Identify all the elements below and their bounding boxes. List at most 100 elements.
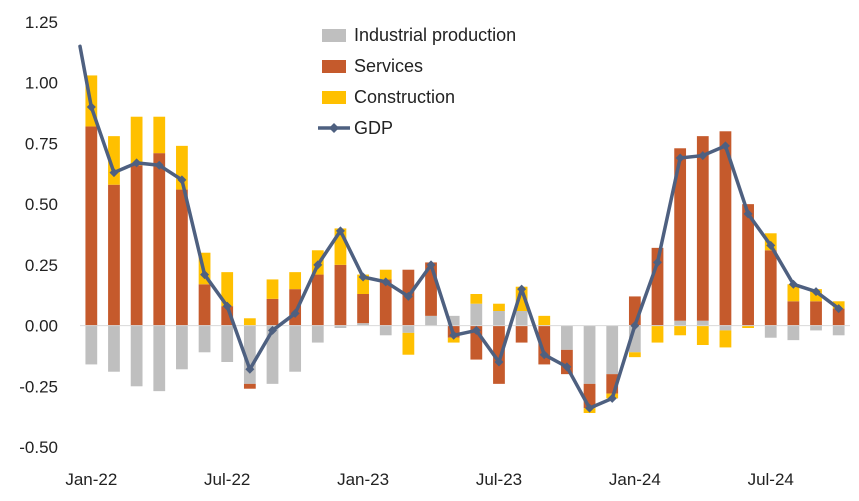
y-tick-label: 1.00: [25, 74, 58, 93]
bar-services: [742, 204, 754, 326]
x-tick-label: Jan-24: [609, 470, 661, 489]
gdp-marker: [449, 330, 459, 340]
bar-services: [243, 383, 256, 389]
gdp-marker: [86, 102, 96, 112]
gdp-marker: [154, 160, 164, 170]
gdp-marker: [539, 350, 549, 360]
bar-services: [628, 296, 641, 326]
gdp-marker: [766, 240, 776, 250]
bar-services: [311, 274, 324, 326]
bar-industrial-production: [130, 325, 143, 387]
bar-services: [606, 374, 619, 394]
gdp-marker: [811, 287, 821, 297]
bar-services: [651, 247, 664, 326]
bar-services: [425, 262, 437, 316]
legend-label: Services: [354, 56, 423, 76]
bar-services: [289, 289, 302, 326]
gdp-line-group: [78, 44, 844, 413]
bar-industrial-production: [221, 325, 234, 362]
bar-industrial-production: [379, 325, 392, 336]
bar-services: [538, 325, 551, 365]
bar-construction: [402, 332, 415, 355]
x-tick-label: Jul-22: [204, 470, 250, 489]
gdp-marker: [653, 257, 662, 267]
bar-services: [221, 306, 234, 326]
gdp-marker: [562, 362, 572, 372]
gdp-marker: [788, 279, 798, 289]
bar-industrial-production: [266, 325, 279, 384]
bar-construction: [176, 145, 188, 190]
bar-industrial-production: [606, 325, 619, 375]
y-axis: -0.50 -0.25 0.00 0.25 0.50 0.75 1.00 1.25: [19, 13, 58, 457]
bar-services: [108, 184, 120, 326]
bar-construction: [696, 325, 709, 345]
bar-services: [832, 308, 845, 326]
bar-industrial-production: [832, 325, 845, 336]
gdp-marker: [494, 357, 504, 367]
gdp-marker: [335, 226, 345, 236]
bar-services: [515, 325, 528, 343]
gdp-marker: [675, 153, 685, 163]
bar-industrial-production: [447, 315, 460, 326]
bar-services: [266, 298, 279, 326]
gdp-marker: [132, 158, 142, 168]
bar-industrial-production: [719, 325, 732, 331]
bar-industrial-production: [243, 325, 256, 384]
bar-industrial-production: [764, 325, 777, 338]
bar-construction: [515, 286, 528, 311]
bar-industrial-production: [311, 325, 324, 343]
bar-construction: [470, 294, 483, 304]
bar-construction: [493, 303, 505, 311]
gdp-marker: [268, 325, 277, 335]
gdp-marker: [200, 270, 210, 280]
legend-label: Industrial production: [354, 25, 516, 45]
bar-construction: [447, 337, 460, 343]
x-tick-label: Jan-22: [65, 470, 117, 489]
bar-services: [176, 189, 188, 326]
bar-construction: [108, 136, 120, 185]
bar-industrial-production: [696, 320, 709, 326]
gdp-marker: [313, 260, 323, 270]
gdp-marker: [177, 175, 187, 185]
gdp-marker: [743, 209, 753, 219]
y-tick-label: 0.75: [25, 134, 58, 153]
legend-marker: [329, 123, 339, 133]
bar-services: [674, 148, 687, 321]
y-tick-label: -0.25: [19, 377, 58, 396]
bar-industrial-production: [515, 311, 528, 326]
bar-services: [470, 325, 483, 360]
gdp-marker: [290, 308, 300, 318]
gdp-marker: [381, 277, 391, 287]
bar-construction: [651, 325, 664, 343]
bar-construction: [742, 325, 754, 328]
bar-construction: [266, 279, 279, 299]
y-tick-label: 0.00: [25, 317, 58, 336]
gdp-marker: [607, 393, 617, 403]
bar-construction: [221, 272, 234, 307]
bar-services: [719, 131, 732, 326]
gdp-marker: [834, 304, 844, 314]
bars: [85, 75, 845, 413]
bar-services: [85, 126, 98, 326]
bar-industrial-production: [402, 325, 415, 333]
bar-services: [583, 383, 596, 409]
legend-label: Construction: [354, 87, 455, 107]
bar-industrial-production: [357, 323, 369, 326]
gdp-marker: [517, 284, 527, 294]
bar-industrial-production: [289, 325, 302, 372]
bar-industrial-production: [674, 320, 687, 326]
bar-construction: [628, 352, 641, 358]
legend-label: GDP: [354, 118, 393, 138]
bar-construction: [130, 116, 143, 166]
gdp-marker: [585, 403, 595, 413]
bar-services: [787, 301, 800, 326]
bar-construction: [719, 330, 732, 348]
bar-construction: [289, 272, 302, 290]
bar-construction: [357, 274, 369, 294]
x-tick-label: Jan-23: [337, 470, 389, 489]
bar-industrial-production: [153, 325, 166, 392]
bar-industrial-production: [85, 325, 98, 365]
gdp-marker: [720, 141, 730, 151]
bar-industrial-production: [425, 315, 437, 326]
